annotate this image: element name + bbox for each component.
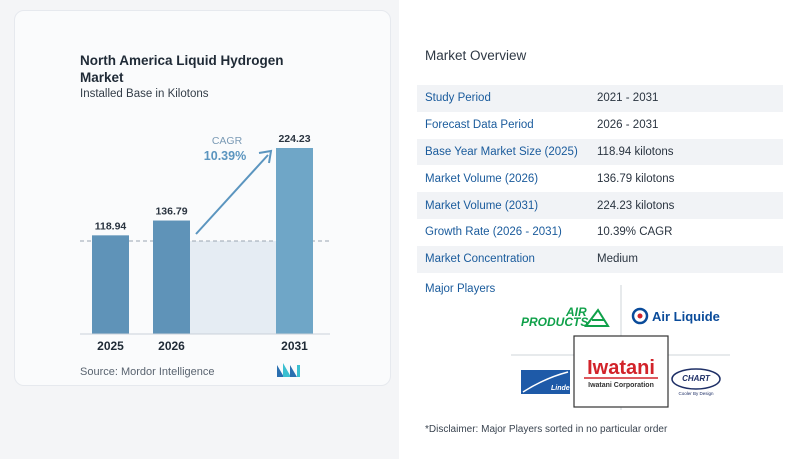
value-label-2026: 136.79 [155, 206, 187, 218]
row-value: 224.23 kilotons [597, 199, 675, 212]
table-row: Study Period 2021 - 2031 [417, 85, 783, 112]
value-label-2025: 118.94 [95, 220, 127, 232]
air-products-mark-icon [584, 308, 610, 327]
air-liquide-mark-icon [631, 307, 649, 325]
row-value: 2026 - 2031 [597, 119, 659, 132]
row-label: Growth Rate (2026 - 2031) [425, 226, 562, 239]
row-value: 118.94 kilotons [597, 145, 674, 158]
source-text: Source: Mordor Intelligence [80, 366, 215, 378]
table-row: Market Volume (2031) 224.23 kilotons [417, 192, 783, 219]
category-label-2031: 2031 [281, 339, 308, 353]
iwatani-sub: Iwatani Corporation [588, 382, 654, 389]
chart-title: North America Liquid Hydrogen Market [80, 53, 284, 85]
row-value: 136.79 kilotons [597, 172, 675, 185]
chart-name: CHART [682, 374, 711, 383]
major-players-title: Major Players [425, 283, 496, 295]
air-products-logo: AIR PRODUCTS [521, 305, 610, 329]
cagr-label: CAGR [212, 135, 243, 147]
row-value: 10.39% CAGR [597, 226, 673, 239]
table-row: Growth Rate (2026 - 2031) 10.39% CAGR [417, 219, 783, 246]
row-label: Base Year Market Size (2025) [425, 145, 578, 158]
chart-subtitle: Installed Base in Kilotons [80, 88, 209, 100]
chart-tagline: Cooler By Design [678, 391, 714, 396]
bar-chart: 118.94 2025 136.79 2026 224.23 2031 CAGR 10.3… [80, 133, 330, 353]
iwatani-logo: Iwatani Iwatani Corporation [573, 335, 669, 408]
row-label: Forecast Data Period [425, 119, 534, 132]
mordor-logo-icon [277, 363, 300, 377]
category-label-2025: 2025 [97, 339, 124, 353]
iwatani-name: Iwatani [587, 357, 655, 379]
chart-industries-logo: CHART Cooler By Design [671, 368, 721, 396]
row-label: Study Period [425, 92, 491, 105]
row-label: Market Volume (2026) [425, 172, 539, 185]
projection-band [190, 241, 276, 334]
air-products-line2: PRODUCTS [521, 315, 588, 329]
air-products-line1: AIR [565, 305, 587, 319]
cagr-value: 10.39% [204, 149, 246, 163]
row-label: Market Volume (2031) [425, 199, 539, 212]
overview-title: Market Overview [425, 48, 527, 63]
linde-logo: Linde [521, 370, 570, 394]
row-value: Medium [597, 253, 638, 266]
table-row: Base Year Market Size (2025) 118.94 kilo… [417, 138, 783, 166]
disclaimer: *Disclaimer: Major Players sorted in no … [425, 424, 668, 435]
cagr-arrow [195, 149, 273, 235]
table-row: Market Volume (2026) 136.79 kilotons [417, 165, 783, 192]
bar-2031 [276, 148, 313, 334]
air-liquide-logo: Air Liquide [631, 307, 720, 325]
bar-2025 [92, 235, 129, 334]
air-liquide-name: Air Liquide [652, 309, 720, 324]
linde-name: Linde [551, 385, 570, 392]
table-row: Forecast Data Period 2026 - 2031 [417, 112, 783, 139]
row-label: Market Concentration [425, 253, 535, 266]
bar-2026 [153, 220, 190, 334]
overview-table: Study Period 2021 - 2031 Forecast Data P… [417, 85, 783, 273]
value-label-2031: 224.23 [278, 133, 310, 145]
table-row: Market Concentration Medium [417, 245, 783, 273]
row-value: 2021 - 2031 [597, 92, 659, 105]
category-label-2026: 2026 [158, 339, 185, 353]
